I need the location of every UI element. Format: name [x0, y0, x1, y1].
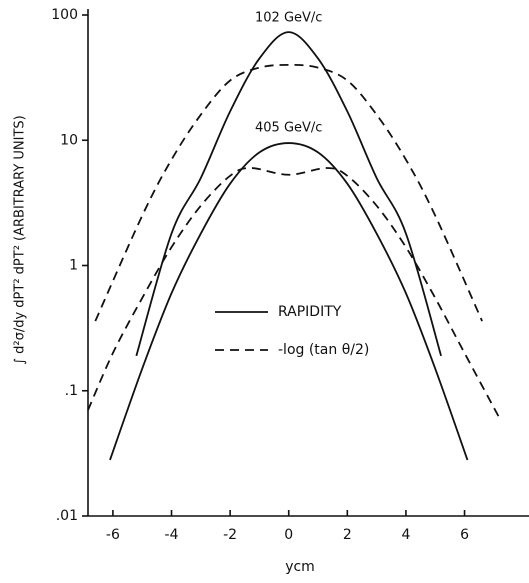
y-axis-label: ∫ d²σ/dy dPT² dPT² (ARBITRARY UNITS)	[13, 115, 28, 365]
x-tick-label: 6	[460, 527, 469, 543]
legend-label: -log (tan θ/2)	[278, 342, 369, 358]
x-tick-label: -4	[165, 527, 179, 543]
x-tick-label: 0	[284, 527, 293, 543]
y-tick-label: .1	[65, 383, 78, 399]
y-tick-label: 10	[60, 132, 78, 148]
x-axis-label: ycm	[285, 559, 315, 575]
annotation: 102 GeV/c	[255, 10, 322, 25]
curve	[87, 167, 501, 419]
x-tick-label: -2	[223, 527, 237, 543]
x-tick-label: -6	[106, 527, 120, 543]
y-tick-label: 100	[51, 7, 78, 23]
x-tick-label: 2	[343, 527, 352, 543]
x-tick-label: 4	[401, 527, 410, 543]
curve	[135, 31, 442, 357]
curve	[109, 142, 469, 461]
y-tick-label: 1	[69, 258, 78, 274]
curve	[94, 63, 483, 322]
y-tick-label: .01	[56, 508, 78, 524]
annotation: 405 GeV/c	[255, 121, 322, 136]
legend-label: RAPIDITY	[278, 304, 342, 320]
